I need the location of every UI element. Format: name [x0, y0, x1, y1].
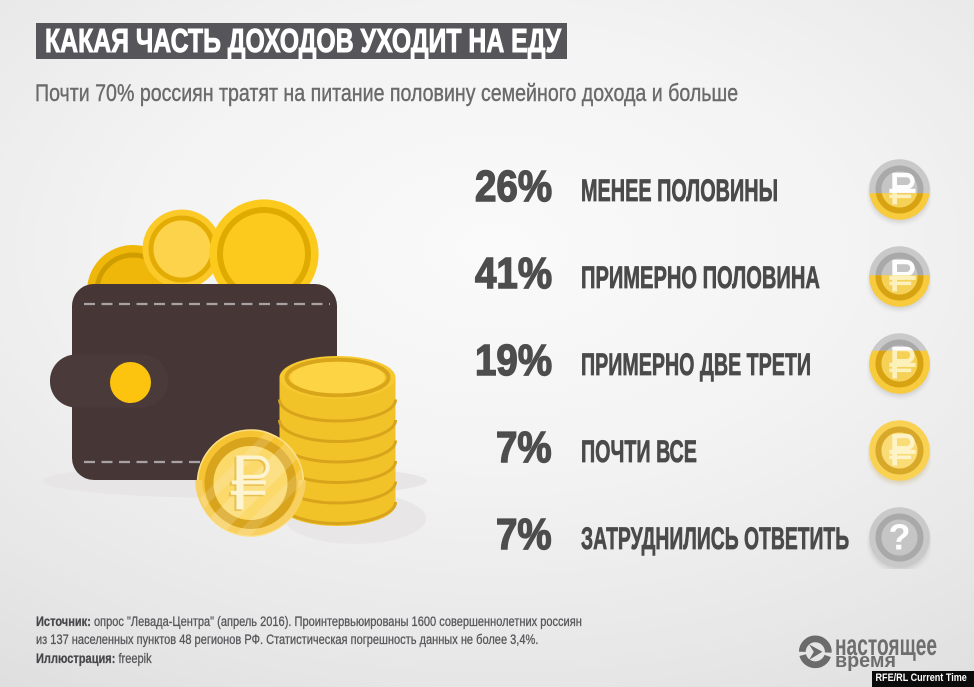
svg-text:?: ? — [889, 516, 911, 557]
svg-text:время: время — [835, 649, 896, 672]
svg-text:настоящее: настоящее — [835, 630, 937, 662]
